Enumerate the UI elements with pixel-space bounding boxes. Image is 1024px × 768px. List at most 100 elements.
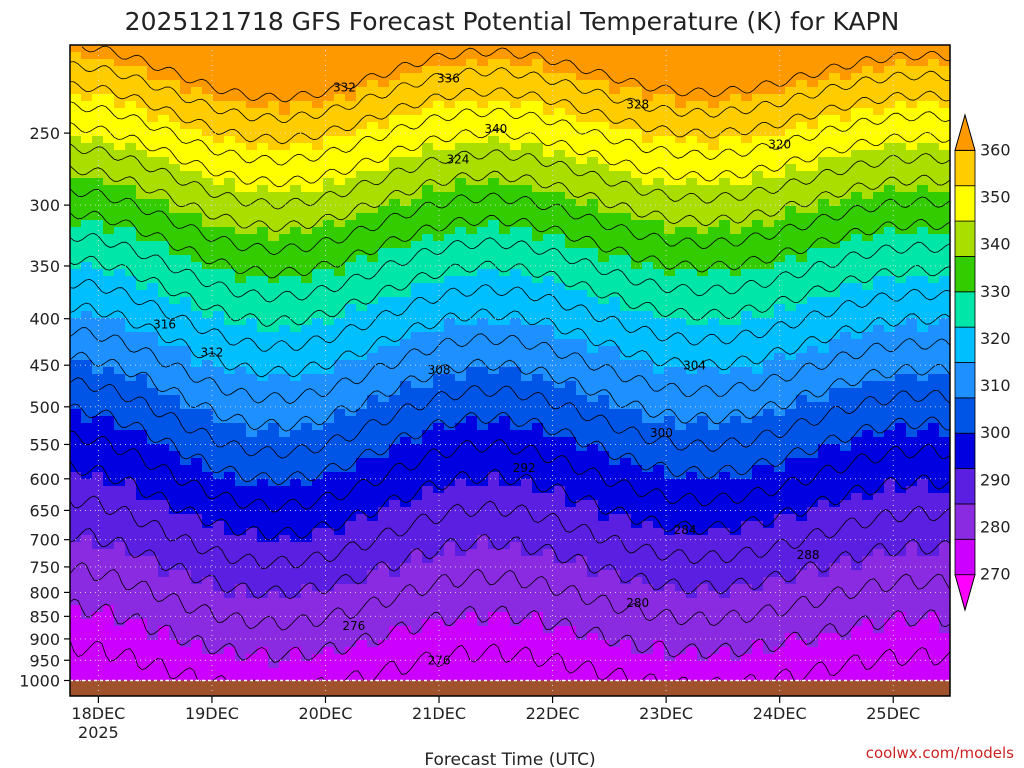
field-cell [466,262,478,270]
field-cell [422,388,434,396]
field-cell [356,353,368,361]
field-cell [301,675,313,683]
field-cell [576,605,588,613]
field-cell [191,108,203,116]
field-cell [620,115,632,123]
field-cell [70,640,82,648]
field-cell [411,395,423,403]
field-cell [81,220,93,228]
field-cell [576,395,588,403]
field-cell [224,283,236,291]
field-cell [103,108,115,116]
field-cell [642,80,654,88]
field-cell [180,416,192,424]
field-cell [169,374,181,382]
field-cell [301,619,313,627]
field-cell [81,409,93,417]
field-cell [125,584,137,592]
field-cell [653,402,665,410]
field-cell [158,59,170,67]
field-cell [81,458,93,466]
field-cell [92,178,104,186]
field-cell [180,213,192,221]
field-cell [70,444,82,452]
field-cell [444,591,456,599]
field-cell [631,647,643,655]
field-cell [598,493,610,501]
field-cell [609,486,621,494]
field-cell [70,423,82,431]
field-cell [510,269,522,277]
field-cell [653,206,665,214]
field-cell [114,437,126,445]
field-cell [642,367,654,375]
field-cell [444,409,456,417]
field-cell [466,626,478,634]
field-cell [631,276,643,284]
field-cell [213,52,225,60]
field-cell [81,101,93,109]
field-cell [521,591,533,599]
field-cell [345,276,357,284]
field-cell [400,584,412,592]
field-cell [422,59,434,67]
field-cell [279,416,291,424]
field-cell [598,451,610,459]
field-cell [356,290,368,298]
field-cell [356,136,368,144]
field-cell [290,528,302,536]
field-cell [378,248,390,256]
field-cell [543,521,555,529]
field-cell [554,157,566,165]
field-cell [92,535,104,543]
field-cell [466,297,478,305]
field-cell [268,528,280,536]
field-cell [631,619,643,627]
field-cell [202,59,214,67]
field-cell [422,101,434,109]
field-cell [499,283,511,291]
field-cell [543,486,555,494]
field-cell [543,213,555,221]
field-cell [147,542,159,550]
field-cell [202,290,214,298]
field-cell [477,367,489,375]
field-cell [609,444,621,452]
field-cell [301,381,313,389]
field-cell [136,213,148,221]
field-cell [642,668,654,676]
field-cell [312,416,324,424]
field-cell [587,80,599,88]
field-cell [334,94,346,102]
field-cell [653,290,665,298]
field-cell [521,668,533,676]
field-cell [312,269,324,277]
field-cell [554,633,566,641]
field-cell [356,409,368,417]
field-cell [466,304,478,312]
field-cell [235,430,247,438]
field-cell [81,157,93,165]
field-cell [268,66,280,74]
field-cell [642,136,654,144]
field-cell [81,591,93,599]
field-cell [334,430,346,438]
field-cell [246,94,258,102]
field-cell [279,199,291,207]
field-cell [466,374,478,382]
field-cell [642,234,654,242]
field-cell [653,136,665,144]
field-cell [213,661,225,669]
field-cell [598,654,610,662]
field-cell [400,311,412,319]
field-cell [81,612,93,620]
field-cell [103,304,115,312]
field-cell [114,143,126,151]
field-cell [125,619,137,627]
field-cell [356,178,368,186]
field-cell [257,647,269,655]
field-cell [609,325,621,333]
field-cell [488,262,500,270]
field-cell [180,283,192,291]
field-cell [180,647,192,655]
